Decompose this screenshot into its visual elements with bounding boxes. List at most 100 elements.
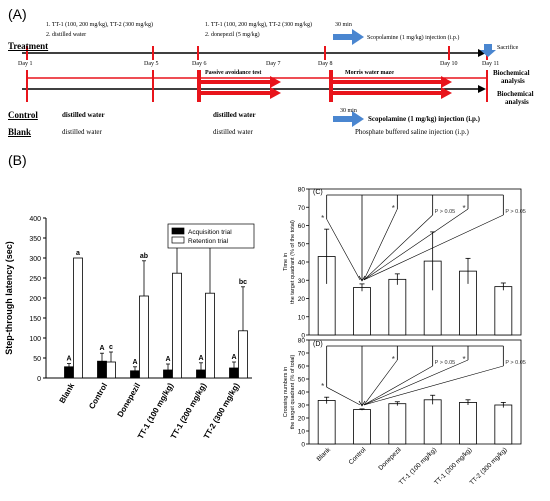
control-dw-1: distilled water xyxy=(62,111,105,119)
panel-a-timeline xyxy=(22,29,496,127)
significance-annotation: * xyxy=(392,204,395,213)
treat-note-3: 1. TT-1 (100, 200 mg/kg), TT-2 (300 mg/k… xyxy=(205,22,312,28)
y-tick-label: 60 xyxy=(298,364,306,371)
y-tick-label: 0 xyxy=(301,333,305,340)
bracket-diag xyxy=(363,359,398,406)
bracket-diag xyxy=(363,359,469,406)
panel-a-letter: (A) xyxy=(8,6,27,22)
day-7-label: Day 7 xyxy=(266,61,281,67)
y-tick-label: 70 xyxy=(298,351,306,358)
x-tick-label: Donepezil xyxy=(377,446,403,472)
bar xyxy=(494,404,513,445)
significance-annotation: * xyxy=(321,214,324,223)
passive-bracket xyxy=(197,70,270,102)
bar xyxy=(494,286,513,336)
bracket-diag xyxy=(363,208,398,281)
y-tick-label: 30 xyxy=(298,278,306,285)
control-label: Control xyxy=(8,110,38,120)
y-tick-label: 0 xyxy=(37,376,41,383)
plot-frame xyxy=(308,188,522,336)
y-tick-label: 50 xyxy=(33,356,41,363)
y-tick-label: 10 xyxy=(298,429,306,436)
x-tick-label: Control xyxy=(348,446,368,466)
bar xyxy=(459,402,477,445)
plot-frame xyxy=(308,339,522,445)
y-tick-label: 400 xyxy=(29,216,41,223)
x-tick-label: TT-1 (100 mg/kg) xyxy=(136,381,176,440)
morris-arrow xyxy=(441,76,452,88)
morris-label: Morris water maze xyxy=(345,70,394,76)
blank-dw-1: distilled water xyxy=(62,128,102,136)
y-tick-label: 20 xyxy=(298,296,306,303)
x-tick-label: TT-1 (200 mg/kg) xyxy=(169,381,209,440)
significance-letter: A xyxy=(231,354,236,361)
panel-b-letter: (B) xyxy=(8,152,27,168)
significance-letter: A xyxy=(132,359,137,366)
bar xyxy=(130,370,140,379)
bar xyxy=(73,257,83,379)
bio-1b: analysis xyxy=(501,77,525,85)
y-tick-label: 40 xyxy=(298,390,306,397)
bar xyxy=(163,369,173,379)
y-tick-label: 80 xyxy=(298,187,306,194)
y-tick-label: 20 xyxy=(298,416,306,423)
y-tick-label: 60 xyxy=(298,223,306,230)
y-axis-label: Crossing numbers in xyxy=(283,367,289,417)
legend-swatch xyxy=(171,227,185,235)
bio-1a: Biochemical xyxy=(493,69,530,77)
treatment-arrowhead xyxy=(478,49,486,57)
x-tick-label: Control xyxy=(87,382,109,411)
significance-annotation: P > 0.05 xyxy=(505,209,526,215)
y-tick-label: 80 xyxy=(298,338,306,345)
y-axis-label: the target quadrant (% of the total) xyxy=(290,220,296,304)
bar xyxy=(106,361,116,379)
y-tick-label: 100 xyxy=(29,336,41,343)
day-8-label: Day 8 xyxy=(318,61,333,67)
control-arrowhead xyxy=(358,275,366,282)
bio-2a: Biochemical xyxy=(497,90,534,98)
y-tick-label: 0 xyxy=(301,442,305,449)
thirty-min-bottom: 30 min xyxy=(340,108,357,114)
day-1-label: Day 1 xyxy=(18,61,33,67)
treat-note-1: 1. TT-1 (100, 200 mg/kg), TT-2 (300 mg/k… xyxy=(46,22,153,28)
significance-annotation: * xyxy=(462,355,465,364)
significance-annotation: * xyxy=(462,204,465,213)
day-10-label: Day 10 xyxy=(440,61,458,67)
x-tick-label: Blank xyxy=(58,381,77,405)
control-dw-2: distilled water xyxy=(213,111,256,119)
chart-c: 0 10 20 30 40 50 60 70 80 Time in the target quadr… xyxy=(283,187,526,340)
bracket-diag xyxy=(363,214,433,281)
control-arrowhead xyxy=(358,400,366,407)
y-tick-label: 50 xyxy=(298,377,306,384)
bar xyxy=(172,272,182,379)
legend-label: Retention trial xyxy=(188,238,229,245)
thirty-min-arrow-top xyxy=(333,29,364,45)
significance-annotation: * xyxy=(321,382,324,391)
treat-note-2: 2. distilled water xyxy=(46,32,87,38)
y-tick-label: 250 xyxy=(29,276,41,283)
y-tick-label: 30 xyxy=(298,403,306,410)
x-tick-label: Donepezil xyxy=(116,382,143,419)
day-11-label: Day 11 xyxy=(482,61,500,67)
chart-b: 0 50 100 150 200 250 300 350 400 Step-through lat… xyxy=(4,216,255,441)
day-5-label: Day 5 xyxy=(144,61,159,67)
bracket-diag xyxy=(326,386,361,406)
x-tick-label: TT-2 (300 mg/kg) xyxy=(469,446,509,486)
panel-d-letter: (D) xyxy=(313,341,323,348)
scop-bottom: Scopolamine (1 mg/kg) injection (i.p.) xyxy=(368,115,480,123)
bar xyxy=(353,287,371,336)
bar xyxy=(353,409,371,445)
bracket-diag xyxy=(363,208,469,281)
x-tick-label: TT-2 (300 mg/kg) xyxy=(202,381,242,440)
legend-label: Acquisition trial xyxy=(188,229,232,236)
bar xyxy=(196,369,206,379)
significance-letter: bc xyxy=(239,279,247,286)
bracket-diag xyxy=(363,214,504,281)
bracket-diag xyxy=(363,365,433,406)
bar xyxy=(388,278,407,336)
significance-annotation: P > 0.05 xyxy=(435,209,456,215)
bar xyxy=(238,330,248,379)
significance-letter: ab xyxy=(140,253,148,260)
significance-letter: A xyxy=(198,355,203,362)
sacrifice-label: Sacrifice xyxy=(497,45,519,51)
